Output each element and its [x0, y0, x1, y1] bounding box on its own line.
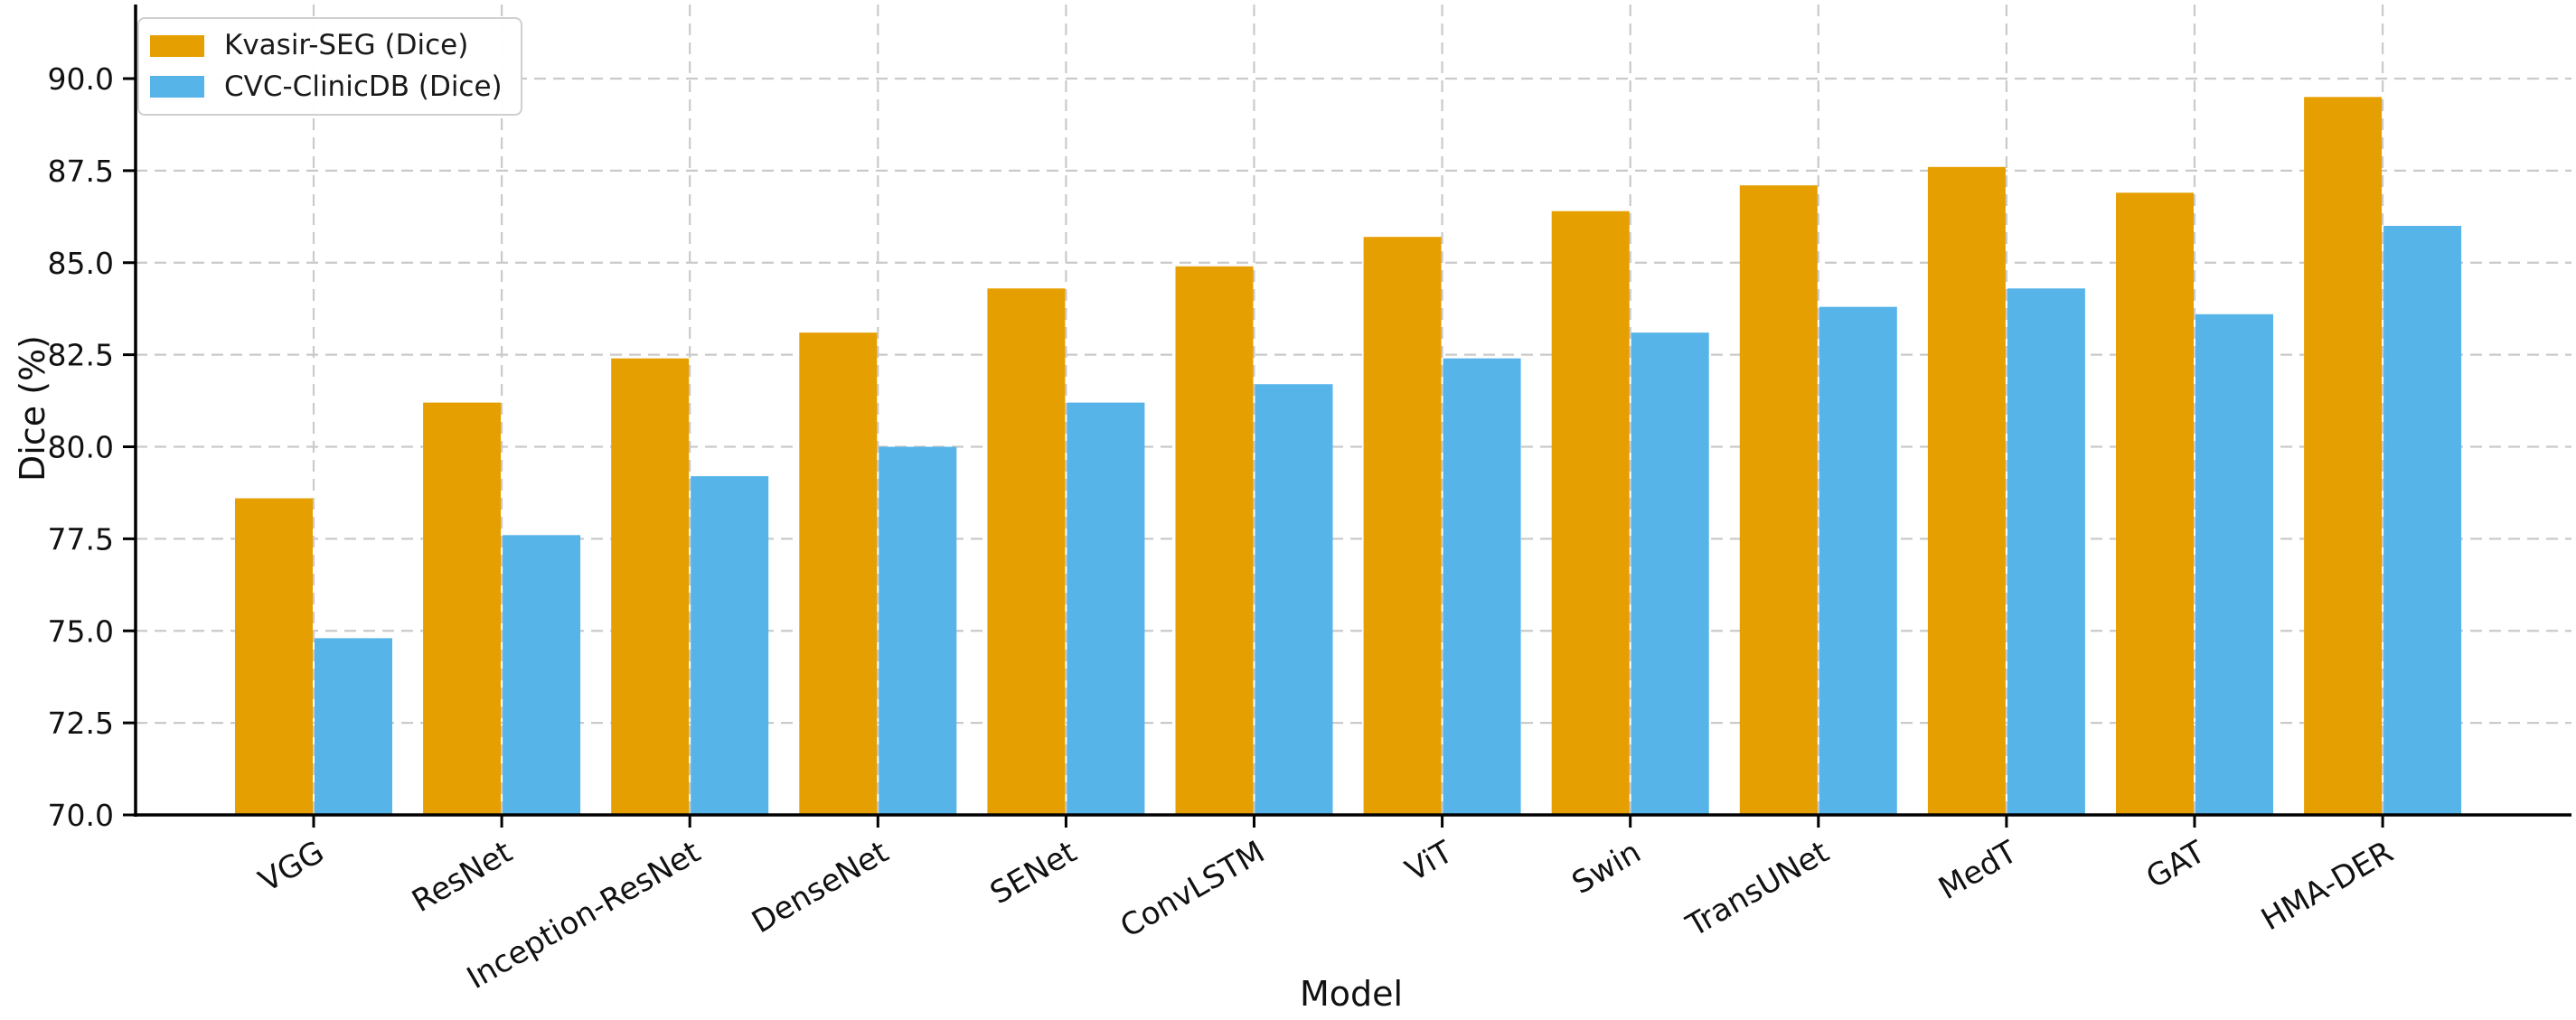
x-tick-label: DenseNet: [746, 834, 895, 940]
y-tick-label: 82.5: [48, 338, 114, 373]
y-tick-label: 77.5: [48, 521, 114, 557]
bar-cvc-clinicdb-convlstm: [1255, 384, 1333, 815]
bar-kvasir-seg-vit: [1363, 237, 1442, 816]
y-tick-label: 87.5: [48, 154, 114, 189]
legend-swatch-kvasir-seg: [150, 34, 204, 57]
bar-cvc-clinicdb-resnet: [503, 535, 581, 815]
x-axis-title: Model: [1299, 974, 1404, 1014]
legend-label-cvc-clinicdb: CVC-ClinicDB (Dice): [224, 70, 503, 103]
x-tick-label: ViT: [1399, 834, 1459, 889]
x-tick-label: GAT: [2140, 834, 2212, 896]
bar-kvasir-seg-medt: [1927, 166, 2006, 816]
y-tick-label: 80.0: [48, 430, 114, 465]
x-tick-label: ConvLSTM: [1114, 834, 1271, 945]
bar-kvasir-seg-inception-resnet: [611, 358, 690, 815]
x-tick-label: ResNet: [406, 834, 518, 920]
legend-label-kvasir-seg: Kvasir-SEG (Dice): [224, 29, 469, 61]
legend-swatch-cvc-clinicdb: [150, 76, 204, 98]
y-tick-label: 75.0: [48, 613, 114, 649]
bar-kvasir-seg-transunet: [1739, 185, 1818, 816]
x-tick-label: SENet: [984, 834, 1083, 912]
bar-cvc-clinicdb-senet: [1067, 402, 1145, 815]
bar-cvc-clinicdb-inception-resnet: [691, 476, 769, 815]
legend-item-kvasir-seg: Kvasir-SEG (Dice): [150, 29, 503, 62]
bar-kvasir-seg-resnet: [423, 402, 502, 815]
x-tick-label: Swin: [1566, 834, 1648, 902]
y-tick-label: 72.5: [48, 706, 114, 741]
bar-cvc-clinicdb-medt: [2007, 288, 2085, 815]
x-tick-label: MedT: [1932, 834, 2023, 907]
x-tick-label: TransUNet: [1679, 834, 1835, 944]
y-axis-title: Dice (%): [13, 335, 52, 482]
bar-cvc-clinicdb-vgg: [315, 638, 392, 815]
y-tick-label: 85.0: [48, 246, 114, 281]
legend-item-cvc-clinicdb: CVC-ClinicDB (Dice): [150, 70, 503, 104]
bar-cvc-clinicdb-swin: [1631, 332, 1709, 815]
bar-kvasir-seg-gat: [2116, 192, 2194, 815]
bar-cvc-clinicdb-densenet: [879, 446, 957, 815]
y-tick-label: 70.0: [48, 798, 114, 833]
bar-kvasir-seg-swin: [1551, 211, 1630, 815]
bar-kvasir-seg-senet: [987, 288, 1066, 815]
x-tick-label: HMA-DER: [2255, 834, 2399, 938]
legend: Kvasir-SEG (Dice) CVC-ClinicDB (Dice): [137, 17, 522, 117]
bar-kvasir-seg-convlstm: [1175, 266, 1254, 815]
x-tick-label: VGG: [253, 834, 331, 900]
y-tick-label: 90.0: [48, 61, 114, 97]
bar-kvasir-seg-vgg: [235, 498, 313, 815]
bar-cvc-clinicdb-transunet: [1819, 306, 1897, 815]
bar-kvasir-seg-densenet: [799, 332, 878, 815]
bar-cvc-clinicdb-vit: [1443, 358, 1521, 815]
bar-cvc-clinicdb-hma-der: [2383, 226, 2462, 815]
bar-cvc-clinicdb-gat: [2195, 313, 2273, 815]
bar-kvasir-seg-hma-der: [2304, 97, 2383, 815]
